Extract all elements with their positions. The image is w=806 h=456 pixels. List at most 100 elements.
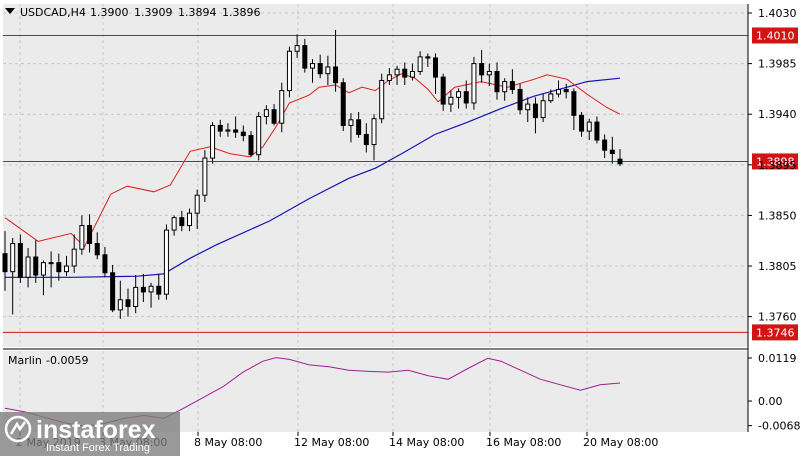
- candle: [602, 134, 608, 159]
- candle-body: [594, 121, 600, 141]
- candle-body: [371, 118, 377, 146]
- candle-body: [310, 63, 315, 69]
- candle: [33, 240, 39, 283]
- candle: [371, 114, 377, 161]
- candle: [609, 136, 615, 164]
- candle-body: [71, 248, 77, 267]
- candle: [356, 111, 362, 138]
- header-low: 1.3894: [178, 6, 217, 19]
- instaforex-logo-icon: [4, 415, 32, 443]
- oscillator-name: Marlin: [8, 354, 42, 367]
- candle-body: [333, 66, 339, 84]
- candle: [317, 54, 323, 79]
- candle-body: [302, 45, 308, 69]
- time-tick-label: 12 May 08:00: [294, 436, 369, 449]
- candle-body: [140, 286, 146, 293]
- candle-body: [279, 90, 285, 124]
- instaforex-watermark: instaforex Instant Forex Trading: [0, 412, 180, 456]
- candle-body: [233, 129, 239, 133]
- price-tick-label: 1.3850: [758, 209, 797, 222]
- candle-body: [202, 157, 208, 196]
- candle-body: [179, 217, 185, 227]
- candle: [509, 69, 515, 94]
- candle: [294, 34, 300, 58]
- candle: [148, 282, 154, 308]
- level-label: 1.3898: [756, 155, 795, 168]
- candle-body: [148, 285, 154, 293]
- candle-body: [217, 124, 223, 132]
- candle-body: [348, 119, 354, 126]
- candle: [440, 73, 446, 111]
- candle-body: [540, 100, 546, 119]
- candle: [248, 131, 254, 157]
- candle-body: [363, 133, 369, 146]
- candle-body: [448, 96, 454, 105]
- candle-body: [602, 139, 608, 151]
- candle: [102, 246, 108, 278]
- watermark-tagline: Instant Forex Trading: [46, 442, 150, 454]
- level-label: 1.4010: [756, 29, 795, 42]
- candle-body: [440, 76, 446, 105]
- ma-slow-line: [5, 77, 621, 278]
- candle-body: [402, 68, 408, 78]
- candle-body: [133, 286, 139, 308]
- candle-body: [156, 285, 162, 295]
- price-axis: 1.4030 1.3985 1.3940 1.3895 1.3850 1.3805 1.37…: [748, 7, 797, 324]
- candle-body: [386, 74, 392, 81]
- candle-body: [456, 91, 462, 98]
- candle: [310, 59, 315, 83]
- candle: [64, 255, 69, 277]
- price-tick-label: 1.3895: [758, 159, 797, 172]
- candle: [171, 215, 177, 236]
- collapse-triangle-icon[interactable]: [5, 8, 15, 14]
- candle-body: [394, 68, 400, 76]
- candle-body: [486, 70, 492, 76]
- candle: [471, 56, 477, 110]
- candle-body: [409, 70, 415, 78]
- candle: [333, 29, 339, 92]
- candle-body: [64, 265, 69, 273]
- candle: [379, 73, 385, 124]
- level-label: 1.3746: [756, 326, 795, 339]
- candle-body: [163, 229, 169, 295]
- time-tick-label: 14 May 08:00: [389, 436, 464, 449]
- candle-body: [417, 56, 423, 72]
- candle-body: [579, 114, 585, 132]
- header-symbol: USDCAD,H4: [20, 6, 86, 19]
- candle: [409, 63, 415, 81]
- candle-body: [563, 88, 569, 93]
- candle: [325, 55, 331, 85]
- candle-body: [509, 81, 515, 90]
- price-tick-label: 1.3940: [758, 108, 797, 121]
- candle: [340, 78, 346, 132]
- oscillator-axis: 0.0119 0.00 -0.0068: [748, 352, 800, 433]
- candle: [110, 264, 116, 313]
- main-plot-background: [3, 4, 748, 347]
- candle-body: [187, 212, 192, 227]
- candle-body: [225, 129, 231, 132]
- candle-body: [48, 262, 54, 265]
- candle-body: [194, 194, 200, 214]
- candle: [525, 97, 531, 123]
- candle: [463, 80, 469, 109]
- candle: [48, 251, 54, 288]
- candle: [571, 88, 577, 130]
- candle: [456, 88, 462, 109]
- candle-body: [248, 135, 254, 156]
- candle: [256, 111, 262, 161]
- candle-body: [548, 93, 554, 102]
- candle: [479, 50, 485, 83]
- candle-body: [33, 256, 39, 276]
- candle: [156, 273, 162, 300]
- candle: [87, 214, 93, 253]
- candle: [187, 208, 192, 232]
- candle-body: [94, 243, 100, 256]
- candle-body: [317, 63, 323, 75]
- candle-body: [87, 225, 93, 245]
- watermark-brand: instaforex: [36, 416, 156, 444]
- candle: [140, 273, 146, 303]
- candle: [494, 62, 500, 100]
- candle-body: [517, 88, 523, 111]
- candle: [10, 237, 16, 315]
